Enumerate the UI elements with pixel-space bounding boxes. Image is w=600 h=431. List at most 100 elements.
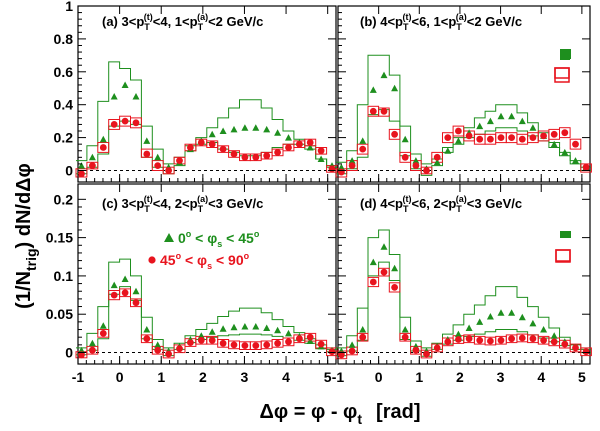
outplane-point [518, 135, 526, 143]
legend-inplane-prefix: 0 [178, 230, 186, 246]
y-tick-label: 0.2 [54, 191, 74, 207]
outplane-sys-box [378, 267, 390, 277]
outplane-point [412, 162, 420, 170]
outplane-sys-box [367, 276, 380, 288]
inplane-point [78, 162, 85, 169]
outplane-point [508, 335, 515, 343]
outplane-point [540, 336, 547, 344]
outplane-point [219, 339, 227, 347]
outplane-point [465, 335, 473, 343]
y-axis-label-main: (1/N [13, 271, 35, 309]
inplane-point [465, 324, 473, 331]
outplane-point [338, 351, 345, 359]
outplane-point [550, 130, 558, 138]
inplane-point [99, 135, 107, 143]
outplane-point [187, 144, 194, 151]
outplane-point [241, 153, 249, 161]
x-tick-label: 0 [375, 369, 383, 385]
outplane-point [529, 335, 537, 343]
inplane-point [380, 243, 388, 250]
y-tick-label: 0.2 [54, 130, 74, 146]
inplane-band-upper [336, 229, 592, 350]
inplane-point [433, 158, 441, 166]
legend-inplane-marker [164, 233, 174, 242]
outplane-legend-box [554, 67, 570, 79]
inplane-point [230, 323, 238, 331]
x-tick-label: 3 [497, 369, 505, 385]
outplane-point [328, 165, 336, 173]
inplane-point [154, 153, 162, 161]
outplane-point [444, 134, 452, 142]
outplane-point [487, 135, 494, 143]
outplane-point [476, 135, 484, 143]
inplane-legend-box [560, 49, 571, 59]
inplane-point [306, 337, 314, 344]
inplane-point [230, 125, 238, 133]
outplane-point [561, 340, 569, 348]
inplane-point [143, 137, 151, 144]
outplane-legend-box [555, 249, 571, 263]
inplane-point [285, 134, 292, 141]
x-tick-label: 5 [324, 369, 332, 385]
outplane-point [412, 346, 420, 354]
y-tick-label: 0 [65, 345, 73, 361]
inplane-point [529, 319, 537, 327]
inplane-point [274, 129, 282, 136]
outplane-sys-box [442, 132, 454, 144]
inplane-point [317, 155, 325, 162]
outplane-point [306, 139, 314, 146]
inplane-point [132, 287, 140, 295]
outplane-point [110, 121, 118, 128]
outplane-sys-box [119, 288, 131, 298]
panel-b: (b) 4<pT(t)<6, 1<pT(a)<2 GeV/c [335, 5, 592, 183]
outplane-point [369, 278, 377, 286]
outplane-sys-box [97, 142, 110, 153]
outplane-point [165, 350, 173, 358]
outplane-point [487, 337, 494, 345]
inplane-point [274, 326, 282, 334]
outplane-point [230, 341, 238, 349]
outplane-point [197, 139, 205, 146]
outplane-point [444, 338, 452, 346]
y-axis-label-rest: ) dN/dΔφ [13, 163, 35, 248]
outplane-point [274, 339, 281, 347]
legend-inplane-sub: s [217, 239, 222, 249]
outplane-point [369, 107, 377, 115]
inplane-point [263, 125, 271, 133]
outplane-point [89, 162, 96, 170]
legend-inplane-degree2: o [254, 229, 260, 239]
inplane-point [110, 93, 118, 100]
outplane-point [296, 140, 303, 148]
inplane-point [572, 157, 579, 164]
outplane-sys-box [97, 329, 110, 338]
outplane-point [423, 350, 430, 358]
outplane-point [285, 338, 292, 346]
outplane-point [561, 129, 569, 137]
outplane-sys-box [130, 117, 142, 129]
outplane-point [518, 334, 526, 342]
inplane-point [88, 153, 96, 161]
outplane-point [476, 336, 484, 344]
y-tick-label: 0.4 [54, 97, 74, 113]
outplane-sys-box [399, 151, 411, 163]
outplane-point [306, 333, 314, 341]
outplane-point [132, 119, 140, 127]
y-axis-label: (1/Ntrig) dN/dΔφ [13, 163, 39, 309]
inplane-point [306, 144, 314, 151]
inplane-point [143, 326, 151, 333]
panel-frame [337, 183, 591, 365]
inplane-point [121, 81, 129, 88]
panel-title-c: (c) 3<pT(t)<4, 2<pT(a)<3 GeV/c [102, 194, 263, 214]
inplane-band-upper [76, 258, 338, 350]
inplane-point [454, 137, 462, 144]
inplane-point [529, 124, 537, 131]
outplane-sys-box [130, 298, 142, 308]
inplane-point [380, 71, 388, 79]
x-tick-label: 5 [578, 369, 586, 385]
inplane-point [391, 264, 399, 272]
outplane-point [154, 346, 162, 354]
outplane-point [143, 335, 151, 343]
inplane-point [476, 318, 484, 325]
outplane-point [99, 144, 107, 151]
outplane-point [78, 351, 85, 359]
